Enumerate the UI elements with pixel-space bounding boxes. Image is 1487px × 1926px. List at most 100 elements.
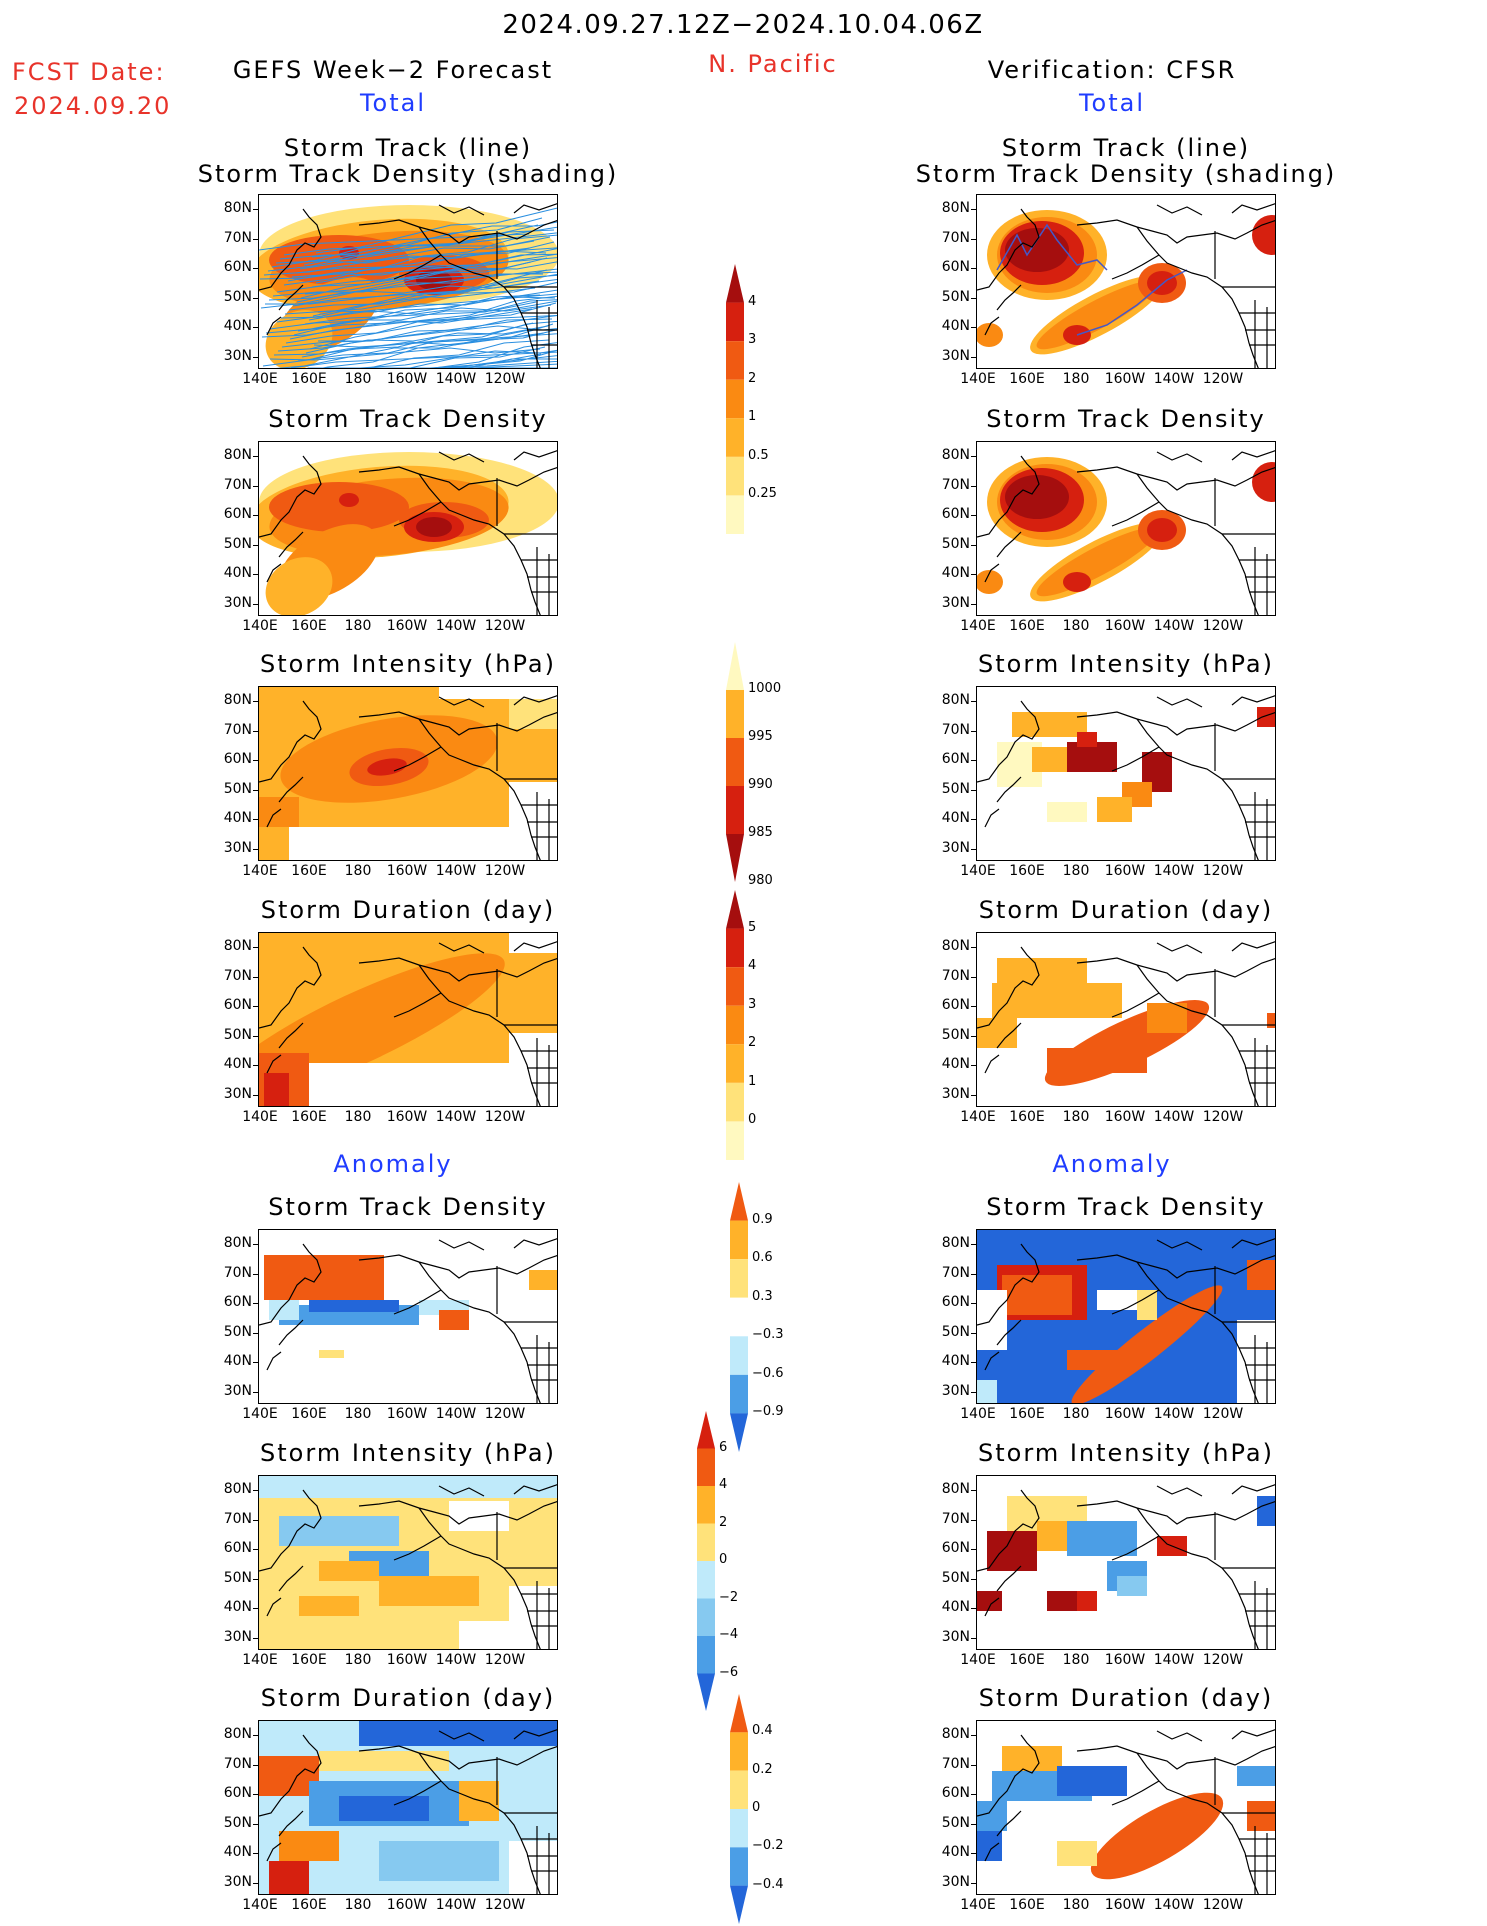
y-tick-mark xyxy=(971,1332,976,1334)
y-tick-label: 70N xyxy=(941,1264,970,1281)
x-tick-label: 160W xyxy=(386,1652,428,1668)
cfsr-anom-intensity-title: Storm Intensity (hPa) xyxy=(978,1439,1274,1467)
cb-anom-density-label: 0.9 xyxy=(752,1211,773,1227)
x-tick-label: 180 xyxy=(344,1406,372,1422)
x-tick-label: 140W xyxy=(1153,1652,1195,1668)
cfsr-total-duration-map xyxy=(976,932,1276,1107)
y-tick-mark xyxy=(971,268,976,269)
x-tick-label: 160W xyxy=(1104,1109,1146,1125)
y-tick-mark xyxy=(253,1608,258,1609)
y-tick-label: 80N xyxy=(223,200,252,216)
x-tick-label: 140E xyxy=(242,1406,278,1422)
y-tick-label: 80N xyxy=(223,1726,252,1742)
x-tick-label: 140E xyxy=(960,371,996,387)
y-tick-mark xyxy=(971,947,976,948)
y-tick-mark xyxy=(971,327,976,328)
cb-anom-intensity-label: −2 xyxy=(719,1589,739,1605)
x-tick-label: 160E xyxy=(291,371,327,387)
cb-anom-density-label: 0.3 xyxy=(752,1288,773,1304)
y-tick-label: 30N xyxy=(941,1873,970,1890)
y-tick-mark xyxy=(971,1035,976,1037)
y-tick-label: 50N xyxy=(223,1026,252,1043)
y-tick-mark xyxy=(253,701,258,702)
y-tick-label: 70N xyxy=(223,1510,252,1527)
cfsr-total-density-map xyxy=(976,441,1276,616)
y-tick-mark xyxy=(971,976,976,978)
y-tick-label: 40N xyxy=(941,1056,970,1072)
x-tick-label: 120W xyxy=(1202,618,1244,634)
y-tick-mark xyxy=(253,730,258,732)
x-tick-label: 140E xyxy=(960,1406,996,1422)
x-tick-label: 160E xyxy=(1009,1109,1045,1125)
x-tick-label: 140W xyxy=(435,1109,477,1125)
x-tick-label: 120W xyxy=(1202,863,1244,879)
y-tick-label: 40N xyxy=(223,1353,252,1369)
x-tick-label: 140E xyxy=(960,1652,996,1668)
fcst-date: 2024.09.20 xyxy=(14,92,172,120)
y-tick-mark xyxy=(253,1006,258,1007)
y-tick-mark xyxy=(971,1244,976,1245)
y-tick-label: 60N xyxy=(941,1294,970,1310)
y-tick-label: 60N xyxy=(941,259,970,275)
cfsr-total-density-title: Storm Track Density xyxy=(986,405,1266,433)
y-tick-mark xyxy=(253,1549,258,1550)
y-tick-mark xyxy=(971,1764,976,1766)
y-tick-mark xyxy=(253,947,258,948)
y-tick-label: 50N xyxy=(941,1814,970,1831)
y-tick-mark xyxy=(253,327,258,328)
y-tick-label: 40N xyxy=(223,1056,252,1072)
y-tick-mark xyxy=(253,209,258,210)
y-tick-mark xyxy=(971,1637,976,1639)
cb-intensity-label: 1000 xyxy=(748,681,782,696)
y-tick-mark xyxy=(253,1035,258,1037)
y-tick-label: 50N xyxy=(941,288,970,305)
y-tick-label: 30N xyxy=(941,1382,970,1399)
x-tick-label: 140E xyxy=(242,618,278,634)
y-tick-mark xyxy=(971,789,976,791)
y-tick-label: 40N xyxy=(941,565,970,581)
gefs-total-intensity-map xyxy=(258,686,558,861)
cb-anom-density-label: −0.6 xyxy=(752,1365,784,1381)
y-tick-label: 70N xyxy=(223,1264,252,1281)
cfsr-total-track-subtitle: Storm Track Density (shading) xyxy=(915,160,1337,188)
cb-density-label: 0.25 xyxy=(748,486,777,502)
cfsr-anom-density-map xyxy=(976,1229,1276,1404)
y-tick-mark xyxy=(971,1391,976,1393)
y-tick-label: 70N xyxy=(941,476,970,493)
gefs-anom-density-title: Storm Track Density xyxy=(268,1193,548,1221)
cb-duration-label: 0 xyxy=(748,1112,757,1128)
y-tick-mark xyxy=(971,1549,976,1550)
x-tick-label: 120W xyxy=(1202,1652,1244,1668)
period-title: 2024.09.27.12Z−2024.10.04.06Z xyxy=(502,10,984,40)
x-tick-label: 180 xyxy=(344,1109,372,1125)
y-tick-mark xyxy=(253,1332,258,1334)
left-column-title: GEFS Week−2 Forecast xyxy=(232,56,554,84)
cb-anom-intensity-label: −4 xyxy=(719,1627,739,1642)
y-tick-mark xyxy=(971,1065,976,1066)
y-tick-label: 50N xyxy=(941,1323,970,1340)
y-tick-label: 30N xyxy=(223,1873,252,1890)
x-tick-label: 140W xyxy=(1153,618,1195,634)
y-tick-mark xyxy=(253,1519,258,1521)
cb-density-label: 4 xyxy=(748,293,757,309)
x-tick-label: 140W xyxy=(435,1897,477,1913)
gefs-total-duration-title: Storm Duration (day) xyxy=(260,896,556,924)
cb-anom-intensity-label: −6 xyxy=(719,1664,739,1680)
y-tick-label: 30N xyxy=(223,1382,252,1399)
gefs-total-density-map-svg xyxy=(259,442,557,615)
cb-anom-duration-label: 0 xyxy=(752,1800,761,1815)
x-tick-label: 120W xyxy=(484,1109,526,1125)
x-tick-label: 180 xyxy=(1062,863,1090,879)
y-tick-label: 80N xyxy=(941,1235,970,1251)
y-tick-mark xyxy=(971,1735,976,1736)
x-tick-label: 140E xyxy=(242,1897,278,1913)
x-tick-label: 160W xyxy=(1104,618,1146,634)
y-tick-label: 40N xyxy=(223,1599,252,1615)
right-column-title: Verification: CFSR xyxy=(987,56,1237,84)
cfsr-total-duration-title: Storm Duration (day) xyxy=(978,896,1274,924)
y-tick-mark xyxy=(253,848,258,850)
x-tick-label: 140E xyxy=(242,1109,278,1125)
right-anomaly-label: Anomaly xyxy=(1052,1150,1172,1178)
x-tick-label: 120W xyxy=(1202,371,1244,387)
cb-anom-density-label: −0.9 xyxy=(752,1404,784,1420)
